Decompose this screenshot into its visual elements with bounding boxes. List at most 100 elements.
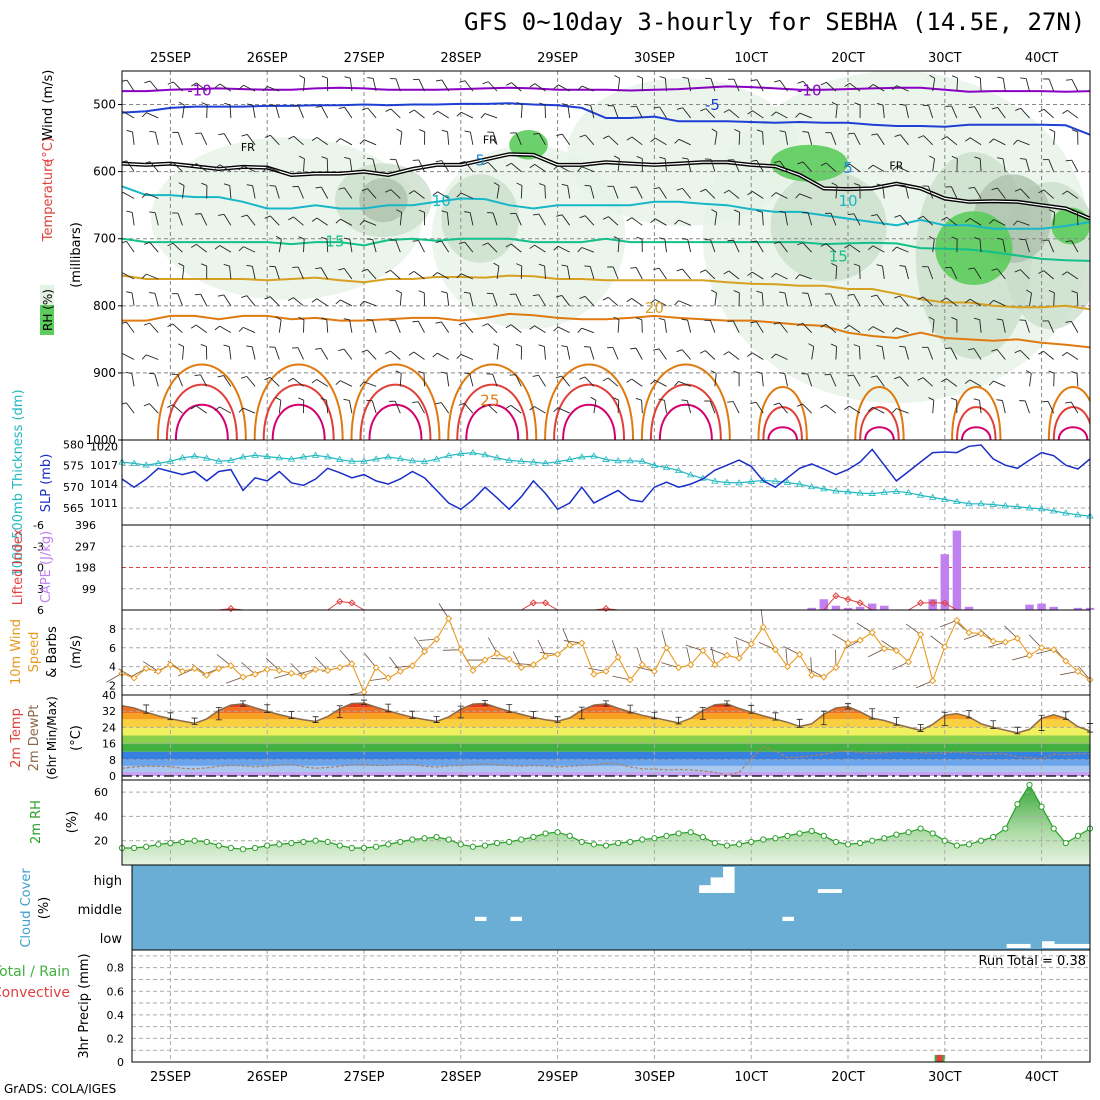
wind-speed-marker — [1074, 667, 1082, 675]
wind-speed-marker — [953, 616, 961, 624]
wind-barb-flag — [298, 236, 305, 240]
thickness-marker — [820, 485, 828, 492]
wind-barb — [681, 268, 692, 280]
wind-barb-flag — [516, 263, 522, 267]
wind-barb — [613, 186, 619, 199]
cloud-block-middle — [474, 916, 487, 921]
wind-barb — [593, 400, 597, 414]
wind-barb — [835, 185, 838, 199]
y-tick-label-cape: 396 — [75, 519, 96, 532]
wind-barb — [340, 138, 353, 146]
temp-minmax-bar — [506, 704, 513, 713]
y-tick-label-cape: 99 — [82, 583, 96, 596]
wind-barb — [1029, 373, 1032, 387]
warm-dome-contour — [544, 363, 635, 440]
wind-barb-flag — [727, 401, 734, 403]
rh-marker — [542, 830, 549, 837]
y-tick-label-precip: 0.4 — [107, 1009, 125, 1022]
thickness-marker — [686, 471, 695, 478]
wind-barb-flag — [315, 186, 322, 189]
wind-barb-flag — [149, 130, 156, 133]
surface-wind-barb — [488, 637, 498, 654]
wind-barb-flag — [1061, 352, 1068, 357]
wind-barb — [1043, 108, 1055, 119]
wind-barb — [487, 81, 498, 92]
wind-barb — [229, 266, 232, 280]
wind-barb-flag — [756, 210, 763, 213]
wind-barb — [149, 403, 159, 414]
rh-marker — [264, 842, 271, 849]
thickness-marker — [311, 451, 320, 458]
thickness-marker — [638, 457, 647, 464]
wind-barb-flag — [773, 241, 780, 244]
li-marker — [541, 599, 550, 607]
ylabel-precip-total: Total / Rain — [0, 964, 70, 980]
wind-barb-flag — [241, 295, 248, 298]
surface-wind-barb — [273, 672, 292, 679]
wind-barb-flag — [636, 317, 642, 321]
wind-barb-flag — [315, 347, 322, 350]
wind-barb-flag — [538, 344, 545, 347]
wind-barb-flag — [191, 82, 197, 87]
ylabel-wind-a: 10m Wind — [9, 619, 24, 685]
wind-barb-flag — [674, 138, 680, 144]
wind-barb-flag — [218, 213, 225, 216]
thickness-marker — [674, 466, 683, 473]
wind-barb — [303, 158, 305, 172]
wind-speed-marker — [142, 665, 150, 673]
wind-barb-flag — [613, 397, 619, 401]
rh-marker — [385, 841, 392, 848]
wind-barb — [732, 401, 740, 414]
wind-barb-flag — [750, 240, 757, 243]
warm-dome-contour — [553, 383, 626, 440]
contour-label: 15 — [829, 248, 848, 266]
wind-barb-flag — [482, 161, 489, 166]
wind-barb-flag — [797, 80, 804, 84]
rh-marker — [397, 838, 404, 846]
wind-barb-flag — [275, 316, 282, 321]
thickness-marker — [807, 482, 816, 490]
thickness-marker — [287, 455, 296, 462]
warm-dome-contour — [757, 386, 808, 440]
wind-barb — [849, 82, 861, 92]
thickness-marker — [844, 488, 852, 495]
wind-barb — [733, 159, 740, 172]
wind-barb-flag — [432, 352, 438, 358]
wind-barb-flag — [658, 398, 665, 401]
wind-barb-flag — [771, 272, 777, 278]
thickness-marker — [941, 495, 949, 502]
wind-barb — [219, 325, 232, 334]
wind-speed-marker — [178, 667, 187, 675]
wind-barb — [705, 108, 716, 119]
wind-barb — [710, 239, 716, 253]
wind-barb-flag — [555, 295, 562, 298]
temp-band — [122, 719, 1090, 728]
wind-barb — [566, 266, 571, 280]
wind-barb-flag — [366, 319, 373, 321]
rh-marker — [651, 835, 658, 842]
rh-marker — [276, 841, 283, 848]
rh-marker — [639, 836, 646, 843]
thickness-marker — [977, 499, 985, 507]
wind-barb-flag — [125, 371, 132, 374]
wind-barb — [446, 292, 450, 306]
y-tick-label-li: 6 — [37, 604, 44, 617]
wind-barb-flag — [1065, 159, 1072, 162]
rh-marker — [155, 841, 162, 848]
wind-barb — [1048, 240, 1055, 253]
wind-barb — [269, 215, 280, 226]
wind-barb-flag — [432, 191, 438, 196]
wind-barb-flag — [996, 237, 1003, 240]
wind-barb — [755, 402, 764, 414]
wind-barb-flag — [299, 75, 305, 79]
rh-marker — [566, 832, 573, 839]
wind-barb — [641, 400, 643, 414]
wind-barb — [515, 213, 522, 226]
wind-barb-flag — [288, 135, 294, 140]
wind-barb — [534, 163, 546, 173]
isotherm-15 — [122, 274, 1090, 311]
wind-barb-flag — [773, 160, 780, 164]
wind-barb-flag — [335, 218, 341, 224]
panel-frame-precip — [131, 949, 1091, 1063]
wind-barb — [278, 319, 282, 333]
